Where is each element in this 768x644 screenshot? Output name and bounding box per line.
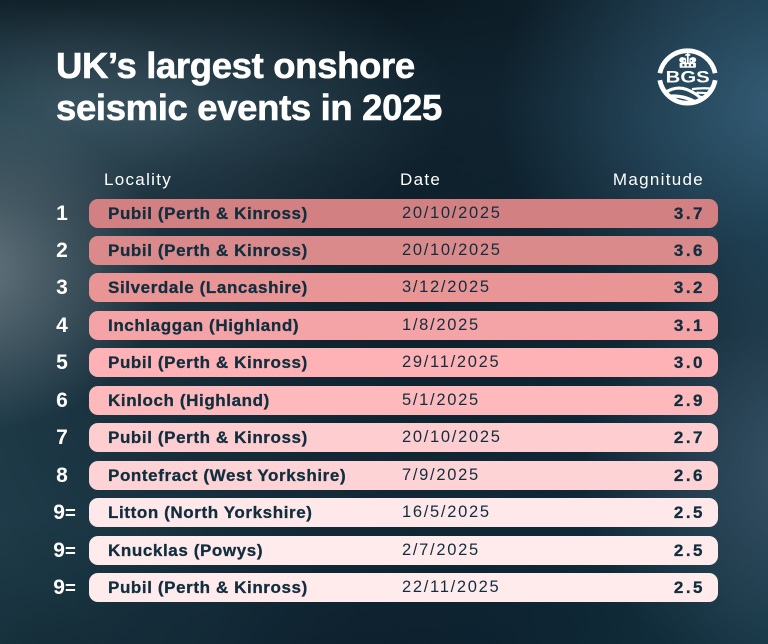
svg-text:BGS: BGS	[666, 69, 710, 87]
